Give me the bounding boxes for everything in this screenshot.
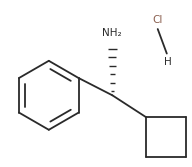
Text: NH₂: NH₂ bbox=[102, 28, 121, 38]
Text: Cl: Cl bbox=[152, 15, 163, 25]
Text: H: H bbox=[164, 57, 172, 67]
